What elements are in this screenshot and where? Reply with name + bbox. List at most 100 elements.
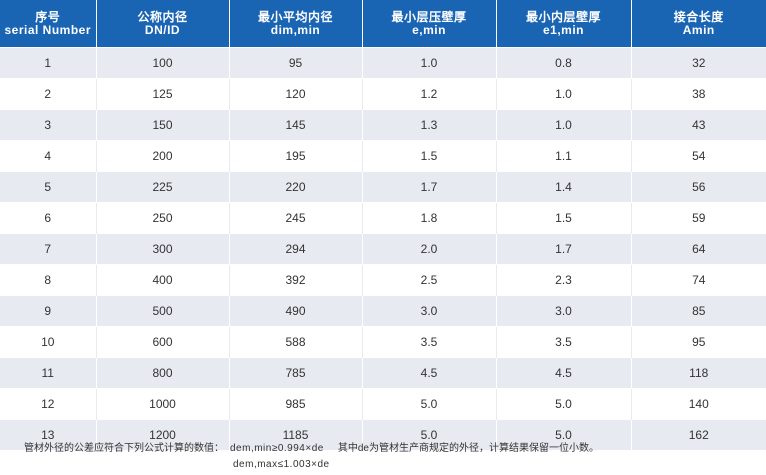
table-cell: 9: [0, 295, 97, 327]
table-row: 5 225 220 1.7 1.4 56: [0, 171, 766, 203]
table-row: 3 150 145 1.3 1.0 43: [0, 109, 766, 141]
table-cell: 100: [96, 47, 230, 79]
table-cell: 5.0: [496, 419, 632, 450]
column-header-en: serial Number: [4, 22, 92, 37]
table-cell: 1.0: [496, 109, 632, 141]
table-cell: 32: [631, 47, 766, 79]
table-cell: 1185: [229, 419, 363, 450]
table-cell: 56: [631, 171, 766, 203]
column-header: 接合长度 Amin: [631, 0, 766, 48]
table-cell: 12: [0, 388, 97, 420]
table-cell: 3.5: [496, 326, 632, 358]
table-cell: 5.0: [362, 419, 497, 450]
table-cell: 125: [96, 78, 230, 110]
table-cell: 400: [96, 264, 230, 296]
table-cell: 5.0: [496, 388, 632, 420]
column-header-en: e,min: [412, 22, 446, 37]
table-cell: 250: [96, 202, 230, 234]
table-cell: 392: [229, 264, 363, 296]
table-row: 9 500 490 3.0 3.0 85: [0, 295, 766, 327]
column-header: 最小平均内径 dim,min: [229, 0, 363, 48]
table-cell: 5.0: [362, 388, 497, 420]
table-cell: 162: [631, 419, 766, 450]
column-header-en: DN/ID: [144, 22, 181, 37]
table-cell: 220: [229, 171, 363, 203]
table-cell: 118: [631, 357, 766, 389]
footnote-explanation: 其中de为管材生产商规定的外径，计算结果保留一位小数。: [337, 443, 599, 454]
column-header-zh: 公称内径: [137, 9, 188, 24]
table-row: 10 600 588 3.5 3.5 95: [0, 326, 766, 358]
column-header: 最小层压壁厚 e,min: [362, 0, 497, 48]
column-header-zh: 最小平均内径: [257, 9, 333, 24]
table-row: 13 1200 1185 5.0 5.0 162: [0, 419, 766, 450]
table-cell: 1.4: [496, 171, 632, 203]
table-cell: 1.3: [362, 109, 497, 141]
table-cell: 500: [96, 295, 230, 327]
table-cell: 8: [0, 264, 97, 296]
table-cell: 13: [0, 419, 97, 450]
table-row: 7 300 294 2.0 1.7 64: [0, 233, 766, 265]
table-cell: 85: [631, 295, 766, 327]
table-cell: 95: [229, 47, 363, 79]
table-cell: 1.7: [496, 233, 632, 265]
table-cell: 59: [631, 202, 766, 234]
table-row: 6 250 245 1.8 1.5 59: [0, 202, 766, 234]
table-cell: 0.8: [496, 47, 632, 79]
table-cell: 6: [0, 202, 97, 234]
column-header-zh: 最小层压壁厚: [391, 9, 467, 24]
table-cell: 4: [0, 140, 97, 172]
table-cell: 1.1: [496, 140, 632, 172]
table-row: 1 100 95 1.0 0.8 32: [0, 47, 766, 79]
table-cell: 245: [229, 202, 363, 234]
table-cell: 490: [229, 295, 363, 327]
table-cell: 195: [229, 140, 363, 172]
table-cell: 225: [96, 171, 230, 203]
table-cell: 120: [229, 78, 363, 110]
column-header-zh: 最小内层壁厚: [525, 9, 601, 24]
table-cell: 3.5: [362, 326, 497, 358]
table-cell: 95: [631, 326, 766, 358]
footnote-line-1: 管材外径的公差应符合下列公式计算的数值： dem,min≥0.994×de 其中de…: [24, 441, 599, 457]
footnote-formula-max: dem,max≤1.003×de: [233, 459, 330, 470]
spec-table: 序号 serial Number 公称内径 DN/ID 最小平均内径 dim,min 最小层…: [0, 0, 766, 450]
table-cell: 3: [0, 109, 97, 141]
table-row: 11 800 785 4.5 4.5 118: [0, 357, 766, 389]
table-cell: 43: [631, 109, 766, 141]
table-cell: 11: [0, 357, 97, 389]
table-cell: 1.8: [362, 202, 497, 234]
column-header-zh: 接合长度: [673, 9, 724, 24]
table-row: 2 125 120 1.2 1.0 38: [0, 78, 766, 110]
table-cell: 1.0: [496, 78, 632, 110]
table-cell: 4.5: [362, 357, 497, 389]
table-cell: 7: [0, 233, 97, 265]
table-cell: 2.5: [362, 264, 497, 296]
table-cell: 145: [229, 109, 363, 141]
table-cell: 54: [631, 140, 766, 172]
table-cell: 3.0: [362, 295, 497, 327]
column-header-en: e1,min: [542, 22, 584, 37]
table-cell: 64: [631, 233, 766, 265]
table-cell: 588: [229, 326, 363, 358]
table-cell: 1.5: [362, 140, 497, 172]
column-header-zh: 序号: [35, 9, 61, 24]
table-body: 1 100 95 1.0 0.8 32 2 125 120 1.2 1.0 38 3 150 145 1.3 1…: [0, 47, 766, 450]
table-cell: 1.2: [362, 78, 497, 110]
column-header: 序号 serial Number: [0, 0, 97, 48]
table-cell: 785: [229, 357, 363, 389]
table-cell: 10: [0, 326, 97, 358]
table-cell: 38: [631, 78, 766, 110]
header-row: 序号 serial Number 公称内径 DN/ID 最小平均内径 dim,min 最小层…: [0, 0, 766, 48]
footnote-formula-min: dem,min≥0.994×de: [230, 443, 324, 454]
table-cell: 4.5: [496, 357, 632, 389]
table-row: 8 400 392 2.5 2.3 74: [0, 264, 766, 296]
table-cell: 2: [0, 78, 97, 110]
table-cell: 1.5: [496, 202, 632, 234]
table-header: 序号 serial Number 公称内径 DN/ID 最小平均内径 dim,min 最小层…: [0, 0, 766, 48]
table-cell: 2.3: [496, 264, 632, 296]
table-cell: 600: [96, 326, 230, 358]
column-header-en: Amin: [682, 22, 715, 37]
table-cell: 294: [229, 233, 363, 265]
table-cell: 140: [631, 388, 766, 420]
table-cell: 1: [0, 47, 97, 79]
table-cell: 200: [96, 140, 230, 172]
